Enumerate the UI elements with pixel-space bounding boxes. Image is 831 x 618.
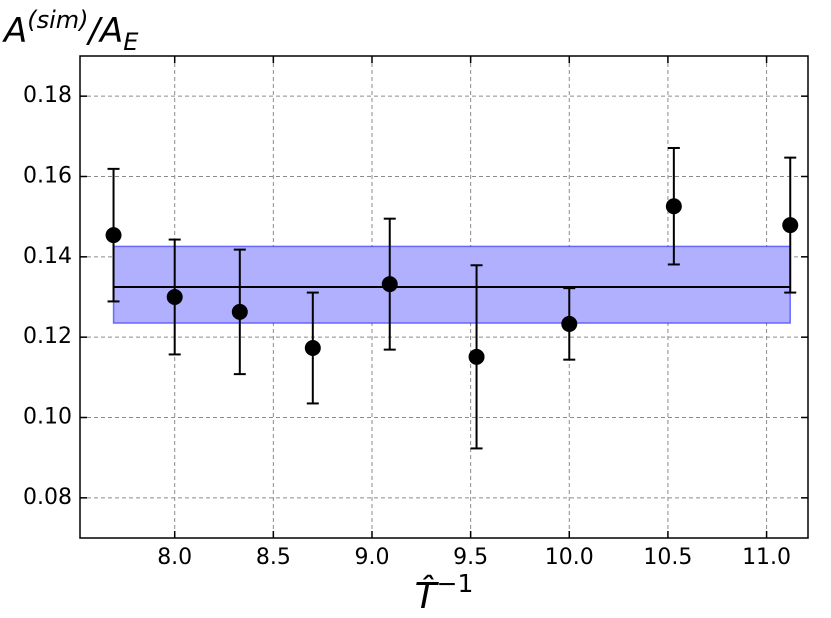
x-tick-label: 8.5 — [256, 545, 291, 570]
x-tick-label: 9.0 — [354, 545, 389, 570]
point — [665, 198, 682, 215]
point — [381, 276, 398, 293]
point — [782, 217, 799, 234]
x-tick-label: 10.0 — [545, 545, 594, 570]
y-tick-label: 0.08 — [23, 485, 72, 510]
point — [166, 289, 183, 305]
x-tick-label: 11.0 — [742, 545, 791, 570]
y-label-mid: /A — [86, 11, 124, 51]
point — [468, 348, 485, 365]
point — [304, 340, 321, 357]
y-label-sup: (sim) — [27, 6, 88, 34]
y-tick-label: 0.10 — [23, 405, 72, 430]
point — [105, 227, 122, 244]
x-tick-label: 8.0 — [157, 545, 192, 570]
y-tick-label: 0.14 — [23, 244, 72, 269]
y-label-base: A — [2, 11, 27, 51]
x-label-sup: −1 — [437, 569, 474, 598]
x-label-base: T̂ — [415, 574, 440, 617]
point — [231, 303, 248, 320]
y-label-sub: E — [123, 28, 139, 56]
y-tick-label: 0.18 — [23, 83, 72, 108]
y-axis-label: A(sim)/AE — [2, 6, 139, 56]
x-tick-label: 10.5 — [643, 545, 692, 570]
y-tick-label: 0.16 — [23, 164, 72, 189]
fit-band — [112, 245, 791, 324]
x-tick-label: 9.5 — [453, 545, 488, 570]
x-axis-label: T̂−1 — [415, 569, 474, 617]
plot-frame — [79, 55, 809, 539]
point — [561, 315, 578, 332]
y-tick-label: 0.12 — [23, 324, 72, 349]
